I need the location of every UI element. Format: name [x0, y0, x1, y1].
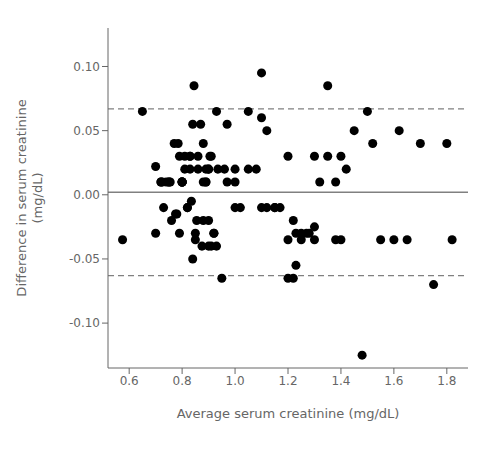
svg-text:-0.05: -0.05 — [69, 252, 100, 266]
svg-text:1.2: 1.2 — [278, 374, 297, 388]
svg-text:0.00: 0.00 — [73, 188, 100, 202]
svg-text:1.6: 1.6 — [384, 374, 403, 388]
svg-text:1.8: 1.8 — [437, 374, 456, 388]
svg-text:0.8: 0.8 — [173, 374, 192, 388]
svg-text:-0.10: -0.10 — [69, 316, 100, 330]
svg-text:1.0: 1.0 — [226, 374, 245, 388]
svg-text:0.10: 0.10 — [73, 60, 100, 74]
svg-text:Difference in serum creatinine: Difference in serum creatinine(mg/dL) — [14, 99, 45, 296]
svg-text:1.4: 1.4 — [331, 374, 350, 388]
svg-text:0.05: 0.05 — [73, 124, 100, 138]
svg-text:Average serum creatinine (mg/d: Average serum creatinine (mg/dL) — [177, 406, 400, 421]
svg-text:0.6: 0.6 — [120, 374, 139, 388]
